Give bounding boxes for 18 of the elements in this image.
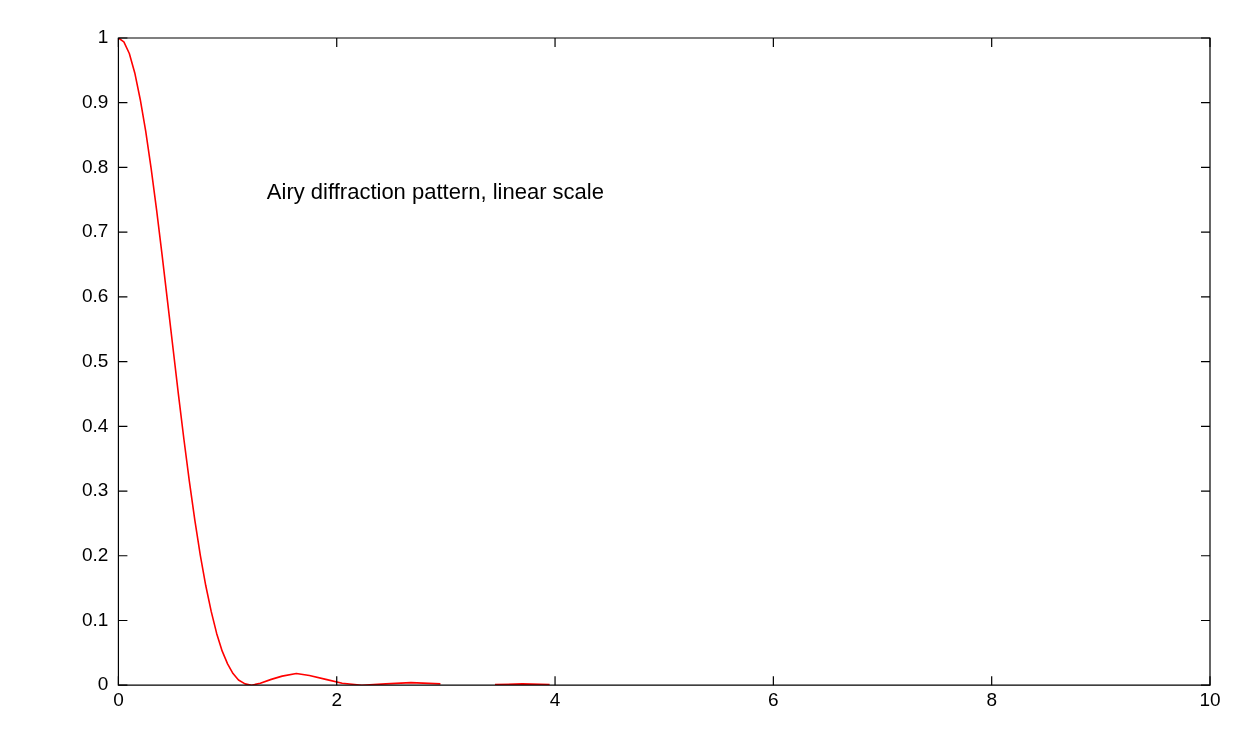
y-tick-label: 0.3 bbox=[81, 479, 109, 501]
x-tick-label: 0 bbox=[113, 688, 124, 710]
x-tick-label: 8 bbox=[986, 688, 997, 710]
x-tick-label: 6 bbox=[768, 688, 779, 710]
y-tick-label: 0.8 bbox=[81, 155, 109, 177]
y-tick-label: 0.2 bbox=[81, 543, 109, 565]
x-tick-label: 10 bbox=[1199, 688, 1221, 710]
y-tick-label: 0 bbox=[97, 673, 109, 695]
y-tick-label: 1 bbox=[97, 26, 109, 48]
y-tick-label: 0.4 bbox=[81, 414, 109, 436]
y-tick-label: 0.1 bbox=[81, 608, 109, 630]
y-tick-label: 0.5 bbox=[81, 349, 109, 371]
y-tick-label: 0.7 bbox=[81, 220, 109, 242]
x-tick-label: 4 bbox=[549, 688, 561, 710]
x-tick-label: 2 bbox=[331, 688, 343, 710]
y-tick-label: 0.9 bbox=[81, 90, 109, 112]
y-tick-label: 0.6 bbox=[81, 285, 109, 307]
annotation: Airy diffraction pattern, linear scale bbox=[266, 179, 604, 205]
